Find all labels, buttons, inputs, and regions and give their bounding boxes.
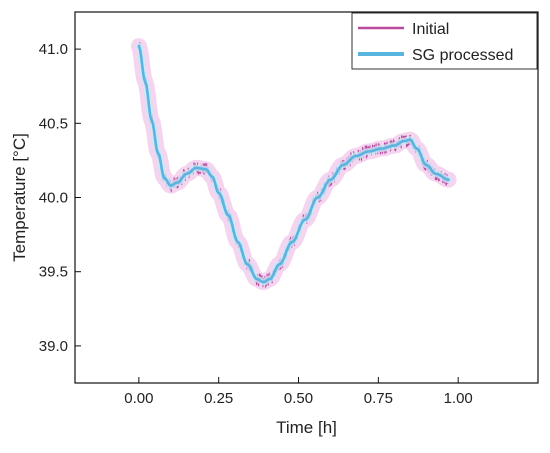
plot-area: [130, 38, 457, 291]
x-axis-title: Time [h]: [276, 418, 337, 437]
x-tick-label: 0.75: [364, 390, 393, 407]
y-tick-label: 39.5: [39, 264, 68, 281]
y-tick-label: 41.0: [39, 41, 68, 58]
y-axis-title: Temperature [°C]: [10, 133, 29, 262]
legend-label-initial: Initial: [412, 21, 449, 38]
legend: Initial SG processed: [351, 12, 538, 70]
x-tick-label: 0.25: [204, 390, 233, 407]
x-tick-label: 0.00: [124, 390, 153, 407]
legend-label-sg-processed: SG processed: [412, 47, 513, 64]
sg-processed-series-line: [137, 44, 450, 284]
x-tick-label: 0.50: [284, 390, 313, 407]
y-tick-label: 40.0: [39, 190, 68, 207]
legend-box: [351, 12, 538, 70]
y-tick-label: 39.0: [39, 338, 68, 355]
axis-ticks: 0.00 0.25 0.50 0.75 1.00 39.0 39.5 40.0 40.5 41.0: [39, 41, 473, 407]
y-tick-label: 40.5: [39, 115, 68, 132]
x-tick-label: 1.00: [444, 390, 473, 407]
initial-series-glow: [130, 38, 457, 291]
